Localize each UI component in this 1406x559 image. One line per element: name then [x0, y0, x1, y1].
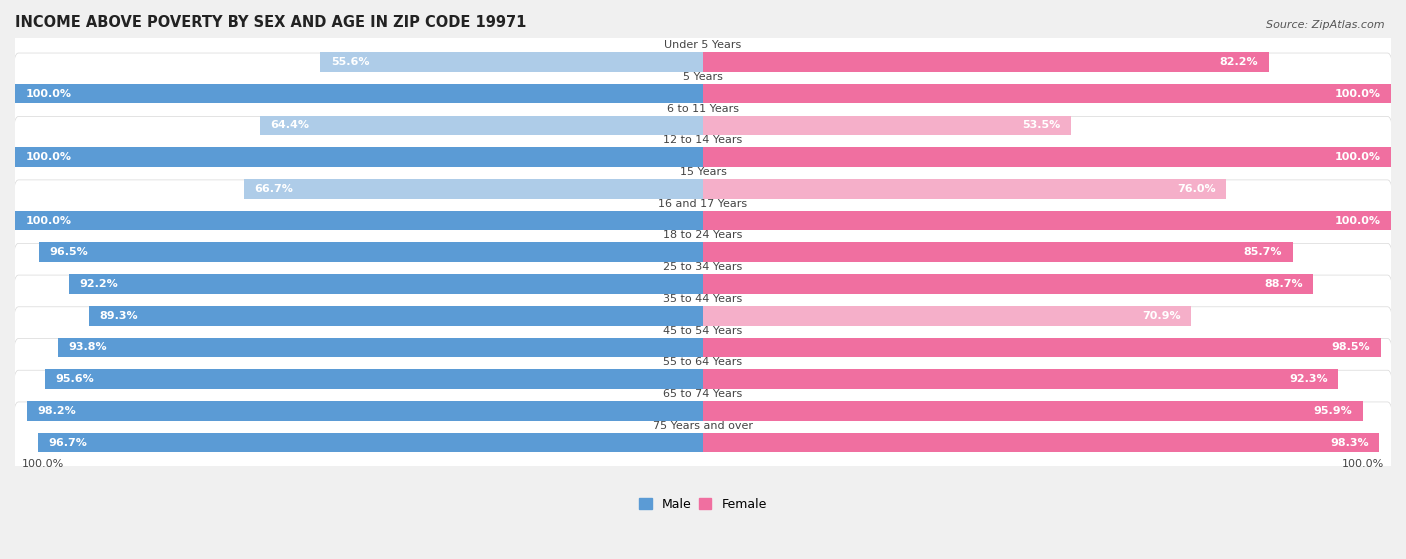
Bar: [703, 306, 1191, 325]
Bar: [15, 211, 703, 230]
Text: 45 to 54 Years: 45 to 54 Years: [664, 326, 742, 335]
Text: 12 to 14 Years: 12 to 14 Years: [664, 135, 742, 145]
Text: 100.0%: 100.0%: [25, 89, 72, 98]
Bar: [703, 211, 1391, 230]
Text: 64.4%: 64.4%: [270, 120, 309, 130]
Bar: [58, 338, 703, 357]
FancyBboxPatch shape: [13, 212, 1393, 293]
Bar: [45, 369, 703, 389]
Bar: [703, 401, 1362, 421]
Bar: [38, 433, 703, 452]
Bar: [703, 369, 1339, 389]
Text: 55.6%: 55.6%: [330, 57, 370, 67]
Text: 18 to 24 Years: 18 to 24 Years: [664, 230, 742, 240]
Text: 76.0%: 76.0%: [1177, 184, 1216, 194]
Bar: [321, 52, 703, 72]
FancyBboxPatch shape: [13, 85, 1393, 166]
Text: 25 to 34 Years: 25 to 34 Years: [664, 262, 742, 272]
Text: 5 Years: 5 Years: [683, 72, 723, 82]
Text: 75 Years and over: 75 Years and over: [652, 421, 754, 431]
Text: Under 5 Years: Under 5 Years: [665, 40, 741, 50]
Bar: [39, 243, 703, 262]
Bar: [15, 147, 703, 167]
Text: 92.3%: 92.3%: [1289, 374, 1327, 384]
FancyBboxPatch shape: [13, 275, 1393, 356]
Bar: [69, 274, 703, 294]
FancyBboxPatch shape: [13, 339, 1393, 420]
Text: Source: ZipAtlas.com: Source: ZipAtlas.com: [1267, 20, 1385, 30]
Text: INCOME ABOVE POVERTY BY SEX AND AGE IN ZIP CODE 19971: INCOME ABOVE POVERTY BY SEX AND AGE IN Z…: [15, 15, 526, 30]
Bar: [703, 274, 1313, 294]
FancyBboxPatch shape: [13, 53, 1393, 134]
Text: 82.2%: 82.2%: [1219, 57, 1258, 67]
Legend: Male, Female: Male, Female: [634, 493, 772, 516]
FancyBboxPatch shape: [13, 116, 1393, 198]
Text: 96.5%: 96.5%: [49, 247, 89, 257]
Text: 98.3%: 98.3%: [1330, 438, 1369, 448]
Bar: [703, 243, 1292, 262]
Text: 96.7%: 96.7%: [48, 438, 87, 448]
Text: 92.2%: 92.2%: [79, 279, 118, 289]
Bar: [245, 179, 703, 198]
Text: 100.0%: 100.0%: [1341, 459, 1384, 469]
FancyBboxPatch shape: [13, 243, 1393, 325]
Text: 95.6%: 95.6%: [56, 374, 94, 384]
Text: 89.3%: 89.3%: [98, 311, 138, 321]
Bar: [15, 84, 703, 103]
Text: 55 to 64 Years: 55 to 64 Years: [664, 357, 742, 367]
Text: 65 to 74 Years: 65 to 74 Years: [664, 389, 742, 399]
Text: 100.0%: 100.0%: [25, 152, 72, 162]
Bar: [703, 147, 1391, 167]
Text: 100.0%: 100.0%: [25, 216, 72, 225]
Text: 100.0%: 100.0%: [1334, 216, 1381, 225]
Text: 95.9%: 95.9%: [1313, 406, 1353, 416]
Text: 70.9%: 70.9%: [1142, 311, 1181, 321]
FancyBboxPatch shape: [13, 402, 1393, 483]
Text: 88.7%: 88.7%: [1264, 279, 1303, 289]
FancyBboxPatch shape: [13, 148, 1393, 229]
Text: 98.2%: 98.2%: [38, 406, 76, 416]
Bar: [260, 116, 703, 135]
Text: 16 and 17 Years: 16 and 17 Years: [658, 199, 748, 209]
Bar: [89, 306, 703, 325]
Text: 53.5%: 53.5%: [1022, 120, 1060, 130]
Bar: [703, 52, 1268, 72]
FancyBboxPatch shape: [13, 307, 1393, 388]
Text: 100.0%: 100.0%: [1334, 89, 1381, 98]
Text: 15 Years: 15 Years: [679, 167, 727, 177]
Text: 35 to 44 Years: 35 to 44 Years: [664, 294, 742, 304]
FancyBboxPatch shape: [13, 370, 1393, 452]
Bar: [703, 179, 1226, 198]
Bar: [27, 401, 703, 421]
Bar: [703, 116, 1071, 135]
Bar: [703, 338, 1381, 357]
FancyBboxPatch shape: [13, 21, 1393, 102]
Text: 100.0%: 100.0%: [1334, 152, 1381, 162]
Text: 100.0%: 100.0%: [22, 459, 65, 469]
Bar: [703, 84, 1391, 103]
Text: 85.7%: 85.7%: [1244, 247, 1282, 257]
Text: 66.7%: 66.7%: [254, 184, 294, 194]
Text: 98.5%: 98.5%: [1331, 343, 1371, 352]
FancyBboxPatch shape: [13, 180, 1393, 261]
Text: 93.8%: 93.8%: [67, 343, 107, 352]
Bar: [703, 433, 1379, 452]
Text: 6 to 11 Years: 6 to 11 Years: [666, 103, 740, 113]
